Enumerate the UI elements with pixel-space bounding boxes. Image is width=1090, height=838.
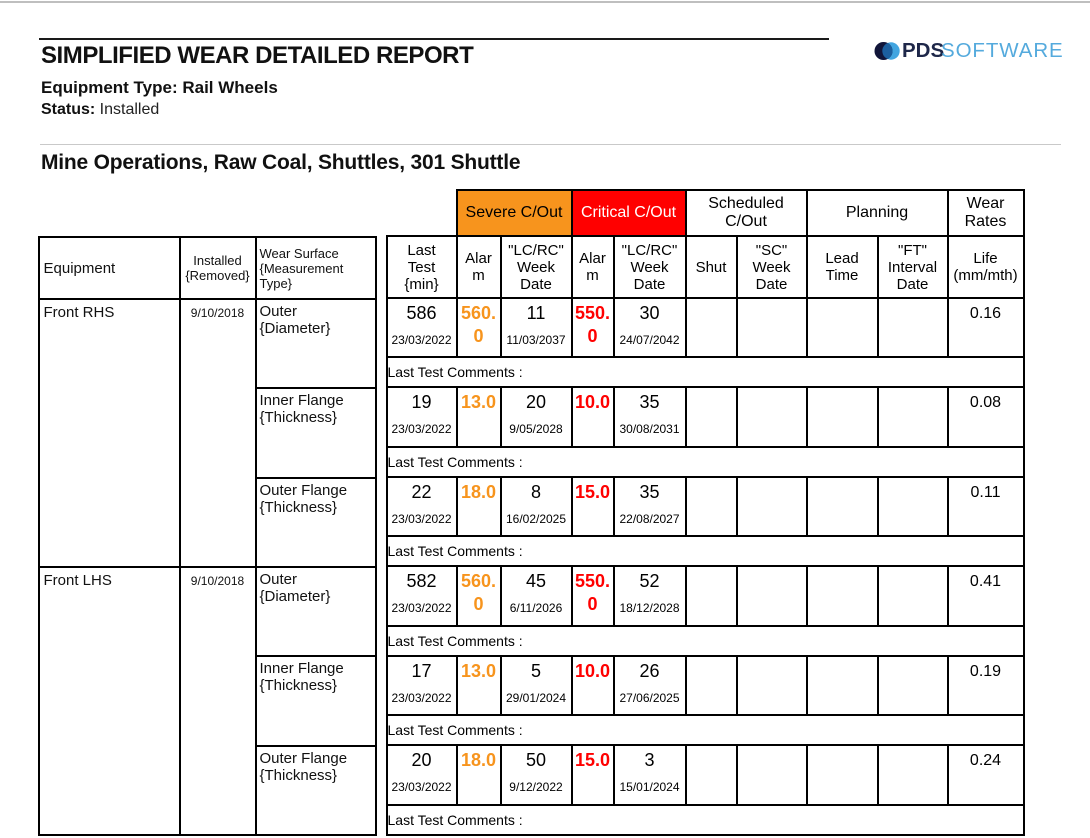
svg-text:PDS: PDS [902,39,944,62]
svg-text:SOFTWARE: SOFTWARE [941,39,1064,62]
